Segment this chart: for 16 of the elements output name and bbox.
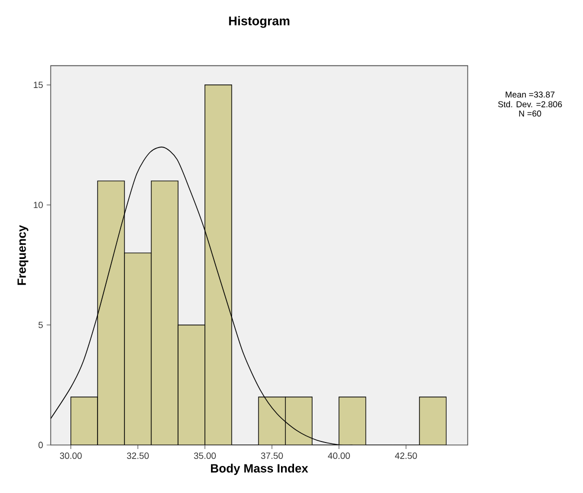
chart-title: Histogram [229, 16, 290, 28]
text: Std. Dev. =2.806 [498, 101, 562, 108]
x-axis-title: Body Mass Index [210, 464, 308, 475]
text: Mean =33.87 [506, 92, 554, 98]
x-tick-label: 35.00 [194, 452, 216, 459]
x-tick-label: 37.50 [261, 452, 283, 459]
x-tick-label: 30.00 [60, 452, 82, 459]
text: N =60 [519, 110, 542, 117]
x-tick-label: 32.50 [126, 452, 149, 459]
x-tick-label: 40.00 [328, 452, 350, 459]
y-tick-label: 10 [34, 202, 43, 208]
x-tick-label: 42.50 [394, 452, 417, 459]
y-tick-label: 15 [34, 82, 43, 88]
y-tick-label: 5 [38, 322, 43, 328]
y-axis-title: Frequency [18, 225, 28, 285]
y-tick-label: 0 [38, 442, 43, 448]
